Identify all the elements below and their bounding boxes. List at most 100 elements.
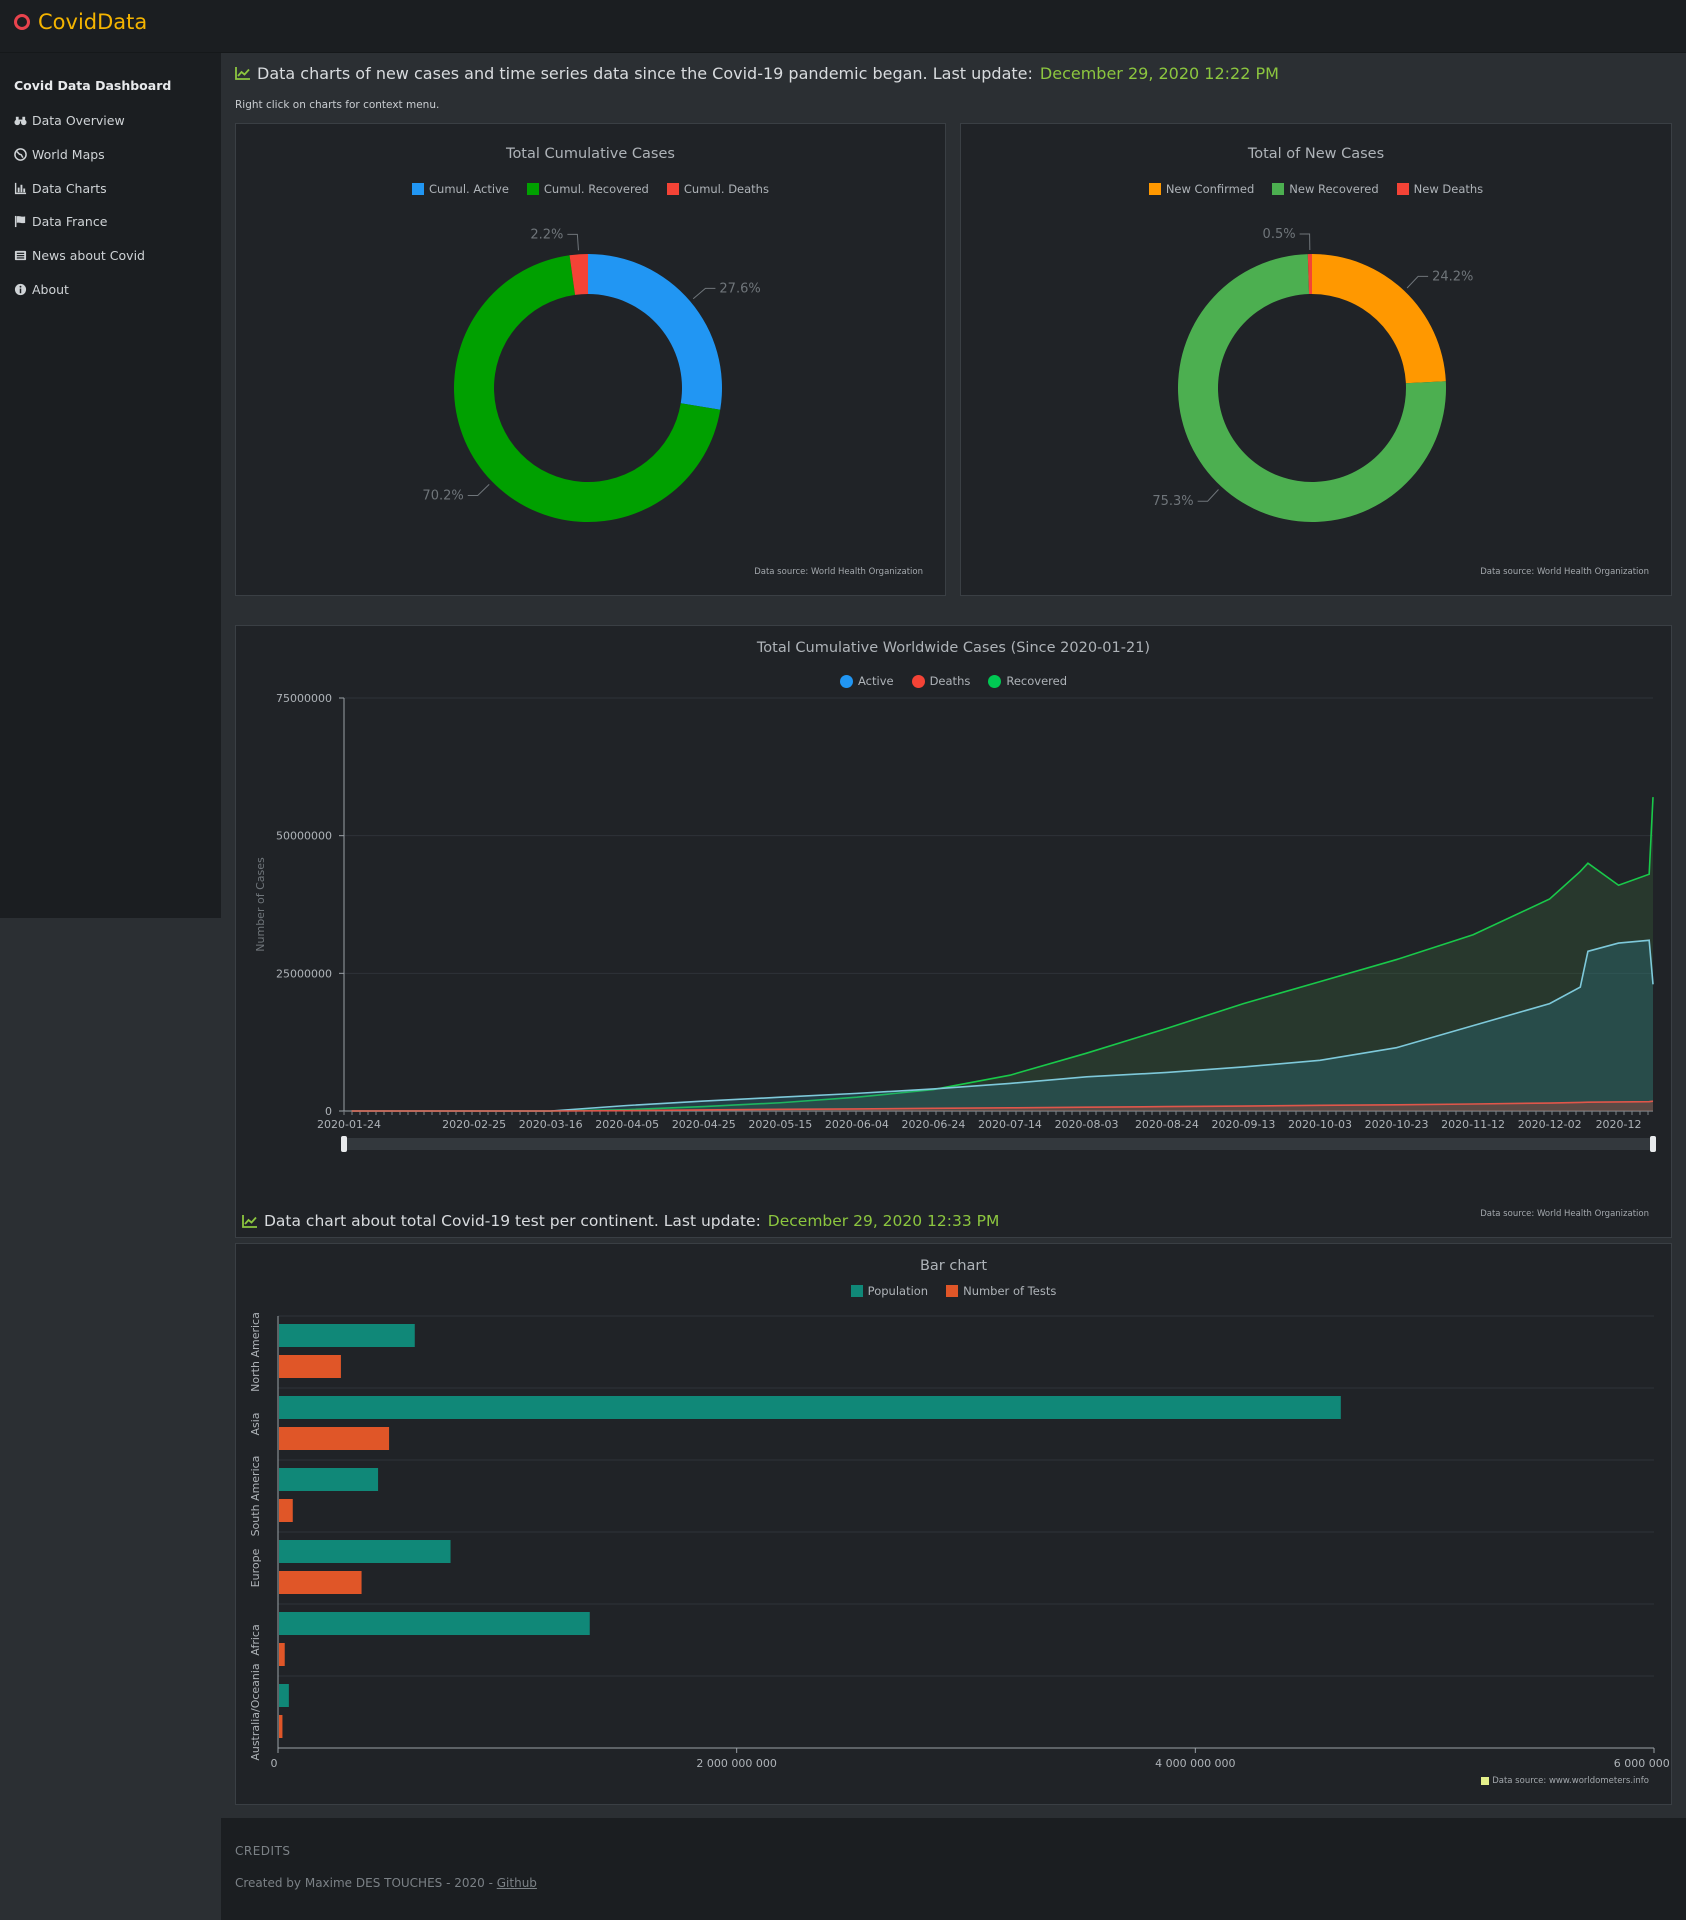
chart-title: Total of New Cases	[1247, 146, 1385, 162]
section-heading-charts: Data charts of new cases and time series…	[235, 64, 1279, 83]
legend-swatch	[1148, 183, 1161, 195]
chart-title: Total Cumulative Cases	[506, 146, 675, 162]
chart-title: Bar chart	[919, 1258, 988, 1274]
x-tick-label: 2020-12	[1596, 1118, 1642, 1131]
sidebar-item-label: Data Charts	[32, 181, 107, 196]
slice-label-0: 27.6%	[719, 281, 760, 296]
x-tick-label: 2020-07-14	[978, 1118, 1042, 1131]
github-link[interactable]: Github	[496, 1876, 537, 1890]
bar-number-of-tests	[279, 1571, 362, 1594]
legend-item-population[interactable]: Population	[850, 1284, 928, 1298]
donut-slice-0	[588, 254, 722, 410]
slice-label-2: 2.2%	[530, 227, 563, 242]
section-heading-tests: Data chart about total Covid-19 test per…	[242, 1212, 999, 1230]
series-line-deaths	[351, 1100, 1654, 1112]
top-bar: CovidData	[0, 0, 1686, 53]
x-tick-label: 2020-10-23	[1365, 1118, 1429, 1131]
y-tick-label: 25000000	[276, 967, 332, 980]
legend-swatch	[850, 1285, 863, 1297]
donut-slice-2	[1307, 254, 1312, 295]
legend-swatch	[911, 674, 925, 688]
slice-label-1: 75.3%	[1152, 494, 1193, 509]
legend-label: Number of Tests	[963, 1284, 1057, 1298]
slice-label-2: 0.5%	[1263, 227, 1296, 242]
sidebar-item-data-france[interactable]: Data France	[14, 214, 107, 229]
legend-item-recovered[interactable]: Cumul. Recovered	[526, 182, 649, 196]
sidebar-item-news[interactable]: News about Covid	[14, 248, 145, 263]
legend-label: Cumul. Deaths	[683, 182, 769, 196]
sidebar-item-label: News about Covid	[32, 248, 145, 263]
legend-item-deaths[interactable]: Cumul. Deaths	[666, 182, 769, 196]
x-tick-label: 2020-04-05	[595, 1118, 659, 1131]
data-source-text: Data source: www.worldometers.info	[1492, 1776, 1649, 1786]
cumulative-cases-chart[interactable]: Total Cumulative Cases Cumul. Active Cum…	[235, 123, 946, 596]
range-slider-handle-left	[341, 1136, 347, 1152]
worldwide-cases-chart[interactable]: Total Cumulative Worldwide Cases (Since …	[235, 625, 1672, 1238]
legend-item-new-recovered[interactable]: New Recovered	[1272, 182, 1379, 196]
legend-item-tests[interactable]: Number of Tests	[946, 1284, 1056, 1298]
y-tick-label: 0	[325, 1105, 332, 1118]
x-tick-label: 4 000 000 000	[1155, 1757, 1235, 1770]
data-source: Data source: World Health Organization	[1480, 567, 1649, 577]
legend-label: Cumul. Recovered	[543, 182, 649, 196]
legend-swatch	[526, 183, 539, 195]
series-area-active	[351, 940, 1653, 1111]
context-menu-hint: Right click on charts for context menu.	[235, 99, 440, 111]
x-tick-label: 2020-12-02	[1518, 1118, 1582, 1131]
legend-label: Recovered	[1006, 674, 1067, 688]
slice-label-line-1	[467, 483, 490, 497]
x-tick-label: 2020-06-24	[901, 1118, 965, 1131]
sidebar-item-data-charts[interactable]: Data Charts	[14, 181, 107, 196]
chart-legend: Active Deaths Recovered	[236, 674, 1671, 688]
legend-item-new-deaths[interactable]: New Deaths	[1396, 182, 1484, 196]
donut-chart-svg: 27.6% 70.2% 2.2%	[422, 227, 761, 522]
x-tick-label: 2020-03-16	[519, 1118, 583, 1131]
sidebar-item-about[interactable]: About	[14, 282, 69, 297]
legend-item-recovered[interactable]: Recovered	[988, 674, 1067, 688]
sidebar-item-data-overview[interactable]: Data Overview	[14, 113, 125, 128]
series-line-recovered	[351, 797, 1654, 1112]
line-chart-icon	[242, 1214, 257, 1228]
heading-text: Data charts of new cases and time series…	[257, 64, 1033, 83]
legend-label: New Deaths	[1413, 182, 1484, 196]
bar-chart-svg: North America Asia South America Europe Afri…	[249, 1312, 1671, 1770]
category-label: Asia	[249, 1412, 262, 1435]
x-tick-label: 2020-08-03	[1055, 1118, 1119, 1131]
legend-item-active[interactable]: Active	[840, 674, 894, 688]
legend-swatch	[946, 1285, 959, 1297]
legend-swatch	[666, 183, 679, 195]
bar-population	[279, 1612, 590, 1635]
legend-swatch	[1272, 183, 1285, 195]
slice-label-1: 70.2%	[422, 489, 463, 504]
bar-population	[279, 1684, 289, 1707]
legend-item-new-confirmed[interactable]: New Confirmed	[1148, 182, 1254, 196]
sidebar-item-world-maps[interactable]: World Maps	[14, 147, 105, 162]
data-source: Data source: World Health Organization	[754, 567, 923, 577]
x-tick-label: 2 000 000 000	[696, 1757, 776, 1770]
bar-number-of-tests	[279, 1427, 390, 1450]
new-cases-chart[interactable]: Total of New Cases New Confirmed New Rec…	[960, 123, 1672, 596]
bar-number-of-tests	[279, 1643, 285, 1666]
brand-name: CovidData	[38, 10, 148, 34]
donut-slice-0	[1312, 254, 1446, 384]
data-source: Data source: World Health Organization	[1480, 1209, 1649, 1219]
legend-item-active[interactable]: Cumul. Active	[412, 182, 509, 196]
legend-item-deaths[interactable]: Deaths	[911, 674, 970, 688]
x-tick-label: 2020-10-03	[1288, 1118, 1352, 1131]
sidebar-item-label: About	[32, 282, 69, 297]
sidebar-item-label: Data France	[32, 214, 108, 229]
sidebar-item-label: Data Overview	[32, 113, 125, 128]
tests-bar-chart[interactable]: Bar chart Population Number of Tests Nor…	[235, 1243, 1672, 1805]
brand-link[interactable]: CovidData	[14, 10, 147, 34]
donut-slice-1	[1178, 254, 1446, 523]
newspaper-icon	[14, 250, 27, 261]
slice-label-line-0	[692, 287, 716, 300]
chart-icon	[14, 182, 27, 195]
legend-label: New Recovered	[1289, 182, 1379, 196]
legend-swatch	[840, 674, 853, 688]
x-tick-label: 2020-05-15	[748, 1118, 812, 1131]
legend-swatch	[1396, 183, 1409, 195]
line-chart-icon	[235, 67, 250, 80]
legend-label: Active	[858, 674, 894, 688]
x-tick-label: 0	[271, 1757, 278, 1770]
